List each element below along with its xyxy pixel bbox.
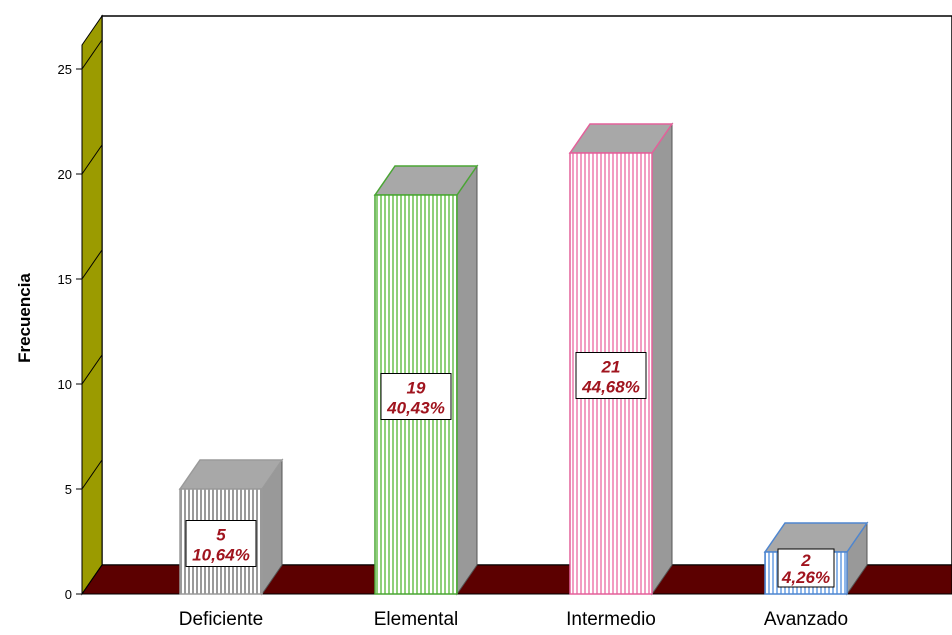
data-label-count: 21 bbox=[601, 358, 621, 377]
y-gridline bbox=[81, 249, 103, 280]
y-gridline bbox=[81, 564, 103, 595]
data-label-count: 19 bbox=[407, 379, 426, 398]
x-tick-label: Elemental bbox=[374, 609, 459, 630]
y-tick-label: 15 bbox=[58, 272, 72, 287]
y-tick-label: 10 bbox=[58, 377, 72, 392]
data-label-box bbox=[777, 548, 835, 588]
y-tick-label: 25 bbox=[58, 62, 72, 77]
y-tick-label: 20 bbox=[58, 167, 72, 182]
y-gridline bbox=[81, 39, 103, 70]
data-label-count: 5 bbox=[216, 526, 226, 545]
data-label-percent: 40,43% bbox=[386, 399, 445, 418]
x-tick-label: Deficiente bbox=[179, 609, 264, 630]
data-label-count: 2 bbox=[800, 551, 811, 570]
y-axis: 0 5 10 15 20 25 bbox=[58, 39, 103, 602]
data-label-percent: 10,64% bbox=[192, 546, 250, 565]
y-axis-label: Frecuencia bbox=[15, 273, 34, 363]
data-label-percent: 44,68% bbox=[581, 378, 640, 397]
data-label-box bbox=[380, 373, 452, 420]
bar-deficiente bbox=[178, 458, 284, 596]
category-labels: Deficiente Elemental Intermedio Avanzado bbox=[179, 609, 848, 630]
y-gridline bbox=[81, 354, 103, 385]
bar-side bbox=[456, 164, 478, 596]
x-tick-label: Avanzado bbox=[764, 609, 848, 630]
x-tick-label: Intermedio bbox=[566, 609, 656, 630]
y-gridline bbox=[81, 459, 103, 490]
y-tick-label: 0 bbox=[65, 587, 72, 602]
left-wall bbox=[81, 14, 103, 596]
data-label-box bbox=[575, 352, 647, 399]
y-tick-label: 5 bbox=[65, 482, 72, 497]
data-label-percent: 4,26% bbox=[781, 568, 830, 587]
bar-side bbox=[651, 122, 673, 596]
y-gridline bbox=[81, 144, 103, 175]
data-label-box bbox=[185, 520, 257, 567]
